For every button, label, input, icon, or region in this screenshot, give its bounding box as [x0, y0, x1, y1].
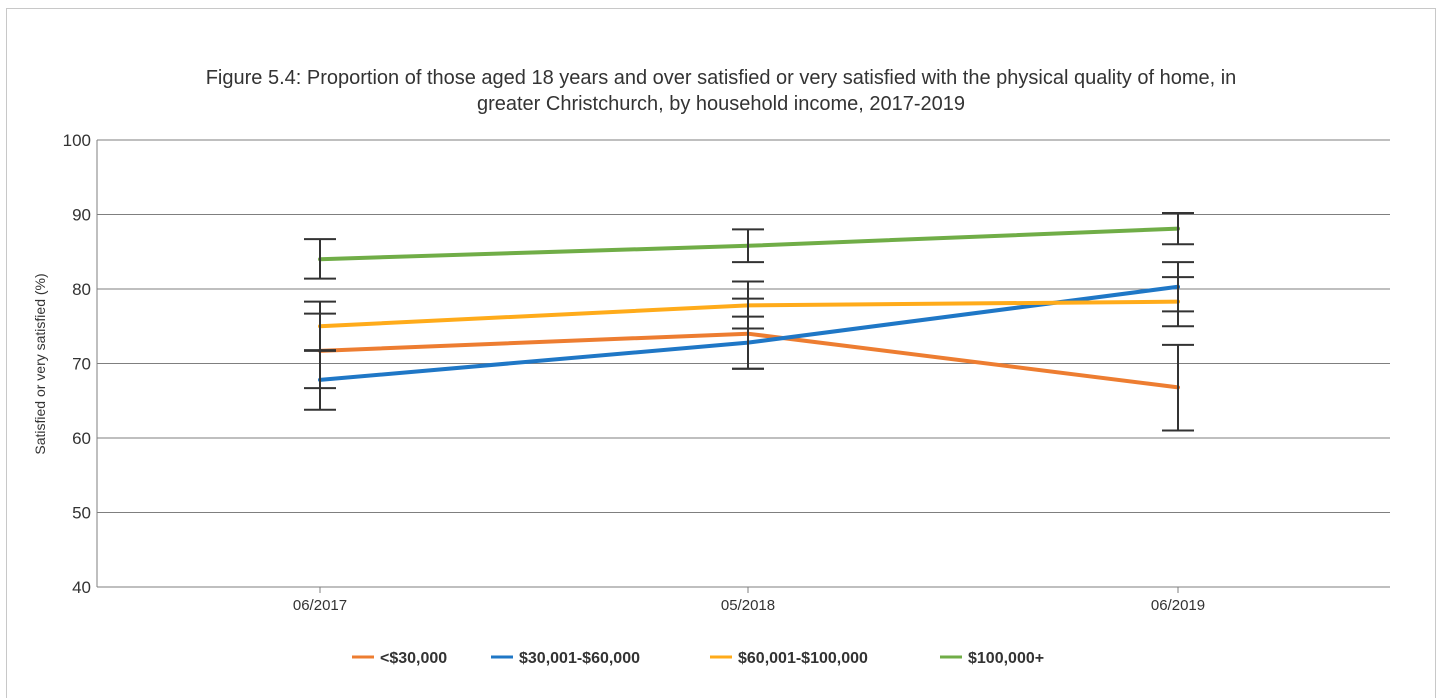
y-tick-label: 40 — [72, 578, 91, 597]
chart-title-line-2: greater Christchurch, by household incom… — [477, 93, 965, 115]
y-tick-label: 50 — [72, 504, 91, 523]
legend-item-0: <$30,000 — [352, 650, 447, 667]
chart-title-line-1: Figure 5.4: Proportion of those aged 18 … — [206, 67, 1237, 89]
legend-label: $30,001-$60,000 — [519, 650, 640, 667]
legend-item-1: $30,001-$60,000 — [491, 650, 640, 667]
x-tick-label: 06/2017 — [293, 597, 347, 614]
legend-item-2: $60,001-$100,000 — [710, 650, 868, 667]
y-tick-label: 80 — [72, 280, 91, 299]
y-tick-label: 90 — [72, 206, 91, 225]
legend-label: $60,001-$100,000 — [738, 650, 868, 667]
legend-label: <$30,000 — [380, 650, 447, 667]
y-axis-label: Satisfied or very satisfied (%) — [32, 273, 48, 454]
legend-label: $100,000+ — [968, 650, 1044, 667]
legend-item-3: $100,000+ — [940, 650, 1044, 667]
y-tick-label: 100 — [63, 131, 91, 150]
y-tick-label: 60 — [72, 429, 91, 448]
x-tick-label: 06/2019 — [1151, 597, 1205, 614]
x-tick-label: 05/2018 — [721, 597, 775, 614]
y-tick-label: 70 — [72, 355, 91, 374]
